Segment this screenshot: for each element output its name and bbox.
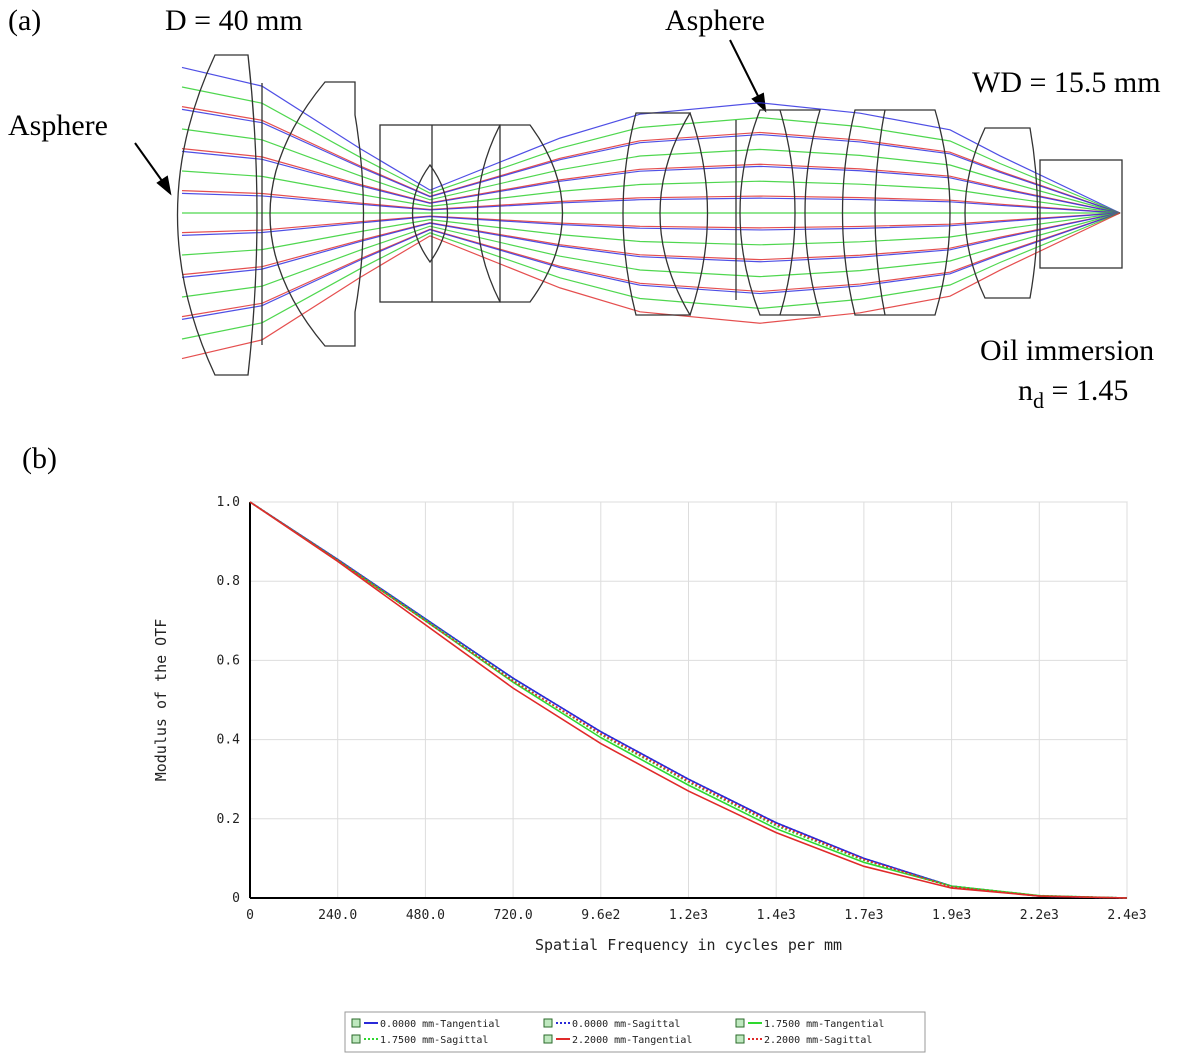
ray bbox=[181, 212, 1121, 236]
x-tick-label: 240.0 bbox=[318, 908, 357, 923]
legend-label: 1.7500 mm-Tangential bbox=[764, 1019, 884, 1030]
legend-label: 2.2000 mm-Tangential bbox=[572, 1035, 692, 1046]
ray bbox=[181, 212, 1121, 318]
x-tick-label: 2.2e3 bbox=[1020, 908, 1059, 923]
x-tick-label: 480.0 bbox=[406, 908, 445, 923]
annotation: Asphere bbox=[8, 109, 108, 142]
x-tick-label: 1.2e3 bbox=[669, 908, 708, 923]
x-tick-label: 1.9e3 bbox=[932, 908, 971, 923]
ray bbox=[181, 106, 1121, 214]
series-line bbox=[249, 501, 1128, 899]
ray bbox=[181, 212, 1121, 278]
subscript: d bbox=[1033, 388, 1044, 413]
lenses bbox=[176, 54, 1123, 376]
mtf-chart: (b) 0 240.0 480.0 720.0 9.6e2 1.2e3 1.4e3 1.7e3… bbox=[22, 442, 1147, 1053]
y-tick-label: 0.4 bbox=[217, 733, 241, 748]
annotation: Oil immersion bbox=[980, 334, 1154, 367]
arrows bbox=[134, 39, 767, 196]
lens-diagram: (a) D = 40 mm Asphere Asphere WD = 15.5 … bbox=[8, 4, 1161, 413]
panel-label: (a) bbox=[8, 4, 41, 37]
ray bbox=[181, 170, 1121, 214]
y-tick-label: 0 bbox=[232, 891, 240, 906]
y-axis-label: Modulus of the OTF bbox=[152, 619, 170, 782]
x-tick-label: 1.4e3 bbox=[757, 908, 796, 923]
x-tick-label: 2.4e3 bbox=[1107, 908, 1146, 923]
legend-checkbox bbox=[351, 1018, 361, 1028]
ray bbox=[181, 212, 1121, 360]
ray bbox=[181, 190, 1121, 214]
ray bbox=[181, 212, 1121, 276]
x-axis-label: Spatial Frequency in cycles per mm bbox=[535, 936, 842, 954]
y-tick-label: 0.2 bbox=[217, 812, 240, 827]
y-tick-label: 0.6 bbox=[217, 653, 240, 668]
panel-label: (b) bbox=[22, 442, 57, 475]
ray bbox=[181, 212, 1121, 256]
ray bbox=[181, 66, 1121, 214]
ray bbox=[181, 212, 1121, 340]
x-tick-label: 720.0 bbox=[494, 908, 533, 923]
legend-checkbox bbox=[543, 1034, 553, 1044]
legend-box bbox=[344, 1011, 926, 1053]
ray bbox=[181, 86, 1121, 214]
y-tick-label: 1.0 bbox=[217, 495, 240, 510]
annotation: Asphere bbox=[665, 4, 765, 37]
legend-checkbox bbox=[543, 1018, 553, 1028]
x-tick-label: 0 bbox=[246, 908, 254, 923]
ray bbox=[181, 150, 1121, 214]
symbol: n bbox=[1018, 374, 1033, 407]
ray bbox=[181, 148, 1121, 214]
ray bbox=[181, 192, 1121, 214]
legend-label: 2.2000 mm-Sagittal bbox=[764, 1035, 872, 1046]
annotation: WD = 15.5 mm bbox=[972, 66, 1161, 99]
legend-label: 0.0000 mm-Sagittal bbox=[572, 1019, 680, 1030]
ray bbox=[181, 212, 1121, 320]
legend-checkbox bbox=[735, 1034, 745, 1044]
ray bbox=[181, 212, 1121, 234]
annotation: D = 40 mm bbox=[165, 4, 303, 37]
ray bbox=[181, 212, 1121, 298]
legend-checkbox bbox=[351, 1034, 361, 1044]
ray bbox=[181, 128, 1121, 214]
rays bbox=[181, 66, 1121, 360]
legend-checkbox bbox=[735, 1018, 745, 1028]
annotation: nd = 1.45 bbox=[1018, 374, 1128, 413]
value: = 1.45 bbox=[1044, 374, 1128, 407]
legend-label: 1.7500 mm-Sagittal bbox=[380, 1035, 488, 1046]
x-tick-label: 9.6e2 bbox=[581, 908, 620, 923]
ray bbox=[181, 108, 1121, 214]
y-tick-label: 0.8 bbox=[217, 574, 240, 589]
x-tick-label: 1.7e3 bbox=[844, 908, 883, 923]
legend-label: 0.0000 mm-Tangential bbox=[380, 1019, 500, 1030]
